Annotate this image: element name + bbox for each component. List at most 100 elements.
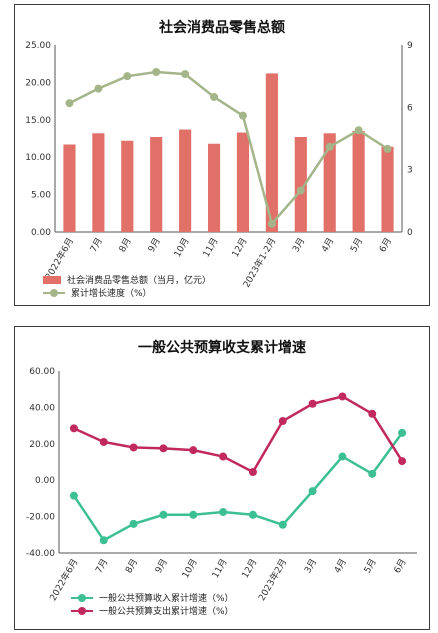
legend-line-swatch xyxy=(71,606,93,616)
x-tick-label: 6月 xyxy=(392,557,409,575)
y2-tick-label: 3 xyxy=(407,166,413,176)
data-point xyxy=(338,392,347,401)
x-tick-label: 5月 xyxy=(362,557,379,575)
legend-line-swatch xyxy=(71,593,93,603)
data-point xyxy=(159,510,168,519)
y-tick-label: 0.00 xyxy=(35,476,55,486)
data-point xyxy=(181,70,190,79)
y-tick-label: -20.00 xyxy=(26,513,55,523)
x-tick-label: 9月 xyxy=(153,557,170,575)
y-tick-label: 60.00 xyxy=(29,367,55,377)
x-tick-label: 10月 xyxy=(172,236,192,259)
bar xyxy=(63,144,76,232)
legend: 一般公共预算收入累计增速（%） 一般公共预算支出累计增速（%） xyxy=(71,591,234,617)
y-tick-label: 20.00 xyxy=(29,440,55,450)
data-point xyxy=(308,399,317,408)
bar xyxy=(236,132,250,232)
legend-item-bar: 社会消费品零售总额（当月，亿元） xyxy=(43,273,211,286)
y-tick-label: -40.00 xyxy=(26,549,55,559)
data-point xyxy=(368,409,377,418)
bar xyxy=(150,137,163,232)
y2-tick-label: 0 xyxy=(407,228,413,238)
y-tick-label: 10.00 xyxy=(25,153,51,163)
data-point xyxy=(338,452,347,461)
y2-tick-label: 6 xyxy=(407,103,413,113)
bar xyxy=(179,129,192,232)
legend-item-line: 累计增长速度（%） xyxy=(43,286,211,299)
x-tick-label: 8月 xyxy=(117,236,134,254)
x-tick-label: 12月 xyxy=(240,557,260,580)
legend-label: 一般公共预算收入累计增速（%） xyxy=(99,594,234,604)
legend-item-expenditure: 一般公共预算支出累计增速（%） xyxy=(71,604,234,617)
data-point xyxy=(248,468,257,477)
y2-tick-label: 9 xyxy=(407,41,413,51)
x-tick-label: 4月 xyxy=(332,557,349,575)
chart-title: 社会消费品零售总额 xyxy=(159,20,285,36)
x-tick-label: 9月 xyxy=(146,236,163,254)
x-tick-label: 4月 xyxy=(319,236,336,254)
data-point xyxy=(129,443,138,452)
data-point xyxy=(189,510,198,519)
data-point xyxy=(152,68,161,77)
bar xyxy=(381,146,394,232)
data-point xyxy=(123,72,132,81)
bar xyxy=(265,73,278,232)
data-point xyxy=(354,126,363,135)
bar xyxy=(294,137,307,232)
data-point xyxy=(129,519,138,528)
data-point xyxy=(69,424,78,433)
data-point xyxy=(368,469,377,478)
series-line xyxy=(72,432,404,542)
legend: 社会消费品零售总额（当月，亿元） 累计增长速度（%） xyxy=(43,273,211,299)
y-tick-label: 20.00 xyxy=(25,78,51,88)
data-point xyxy=(267,219,276,228)
x-tick-label: 7月 xyxy=(88,236,105,254)
legend-label: 一般公共预算支出累计增速（%） xyxy=(99,607,234,617)
data-point xyxy=(278,520,287,529)
data-point xyxy=(219,452,228,461)
data-point xyxy=(398,457,407,466)
data-point xyxy=(248,510,257,519)
data-point xyxy=(159,444,168,453)
data-point xyxy=(308,487,317,496)
bar xyxy=(323,133,336,232)
y-tick-label: 15.00 xyxy=(25,116,51,126)
y-tick-label: 0.00 xyxy=(31,228,51,238)
bar xyxy=(121,140,134,232)
data-point xyxy=(325,142,334,151)
fiscal-chart-panel: -40.00 -20.00 0.00 20.00 40.00 60.00 2022年6月 7月… xyxy=(14,326,430,630)
data-point xyxy=(189,446,198,455)
y-tick-label: 25.00 xyxy=(25,41,51,51)
x-tick-label: 7月 xyxy=(93,557,110,575)
series-line xyxy=(68,70,389,227)
bar xyxy=(207,143,221,232)
series-line xyxy=(73,395,404,474)
x-tick-label: 11月 xyxy=(201,236,221,259)
bar xyxy=(352,131,365,232)
x-tick-label: 3月 xyxy=(290,236,307,254)
data-point xyxy=(383,144,392,153)
data-point xyxy=(398,428,407,437)
data-point xyxy=(69,491,78,500)
data-point xyxy=(99,536,108,545)
data-point xyxy=(99,437,108,446)
legend-item-revenue: 一般公共预算收入累计增速（%） xyxy=(71,591,234,604)
bar xyxy=(92,133,105,232)
data-point xyxy=(278,417,287,426)
x-tick-label: 11月 xyxy=(210,557,230,580)
x-tick-label: 8月 xyxy=(123,557,140,575)
x-tick-label: 12月 xyxy=(230,236,250,259)
data-point xyxy=(94,84,103,93)
y-tick-label: 40.00 xyxy=(29,403,55,413)
x-tick-label: 3月 xyxy=(302,557,319,575)
legend-label: 社会消费品零售总额（当月，亿元） xyxy=(67,276,212,286)
legend-label: 累计增长速度（%） xyxy=(71,289,152,299)
data-point xyxy=(210,92,219,101)
x-tick-label: 10月 xyxy=(180,557,200,580)
x-tick-label: 2023年2月 xyxy=(256,557,290,603)
x-tick-label: 6月 xyxy=(377,236,394,254)
data-point xyxy=(219,508,228,517)
chart-title: 一般公共预算收支累计增速 xyxy=(138,340,306,356)
